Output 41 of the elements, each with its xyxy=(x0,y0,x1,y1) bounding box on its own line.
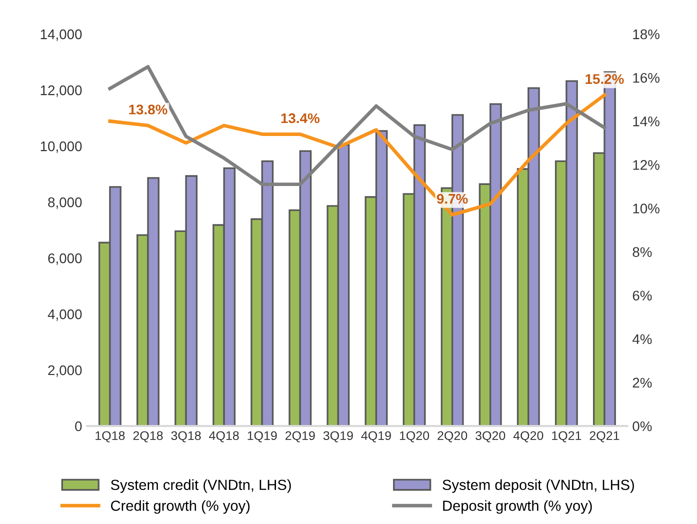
y2-tick-label: 0% xyxy=(632,421,652,432)
x-tick-label: 2Q21 xyxy=(590,431,620,442)
x-tick-label: 3Q18 xyxy=(171,431,201,442)
x-tick-label: 4Q20 xyxy=(513,431,544,442)
y2-tick-label: 6% xyxy=(632,290,652,301)
data-label: 13.8% xyxy=(129,104,168,114)
y2-tick-label: 8% xyxy=(632,247,652,257)
line-series xyxy=(108,93,606,217)
x-tick-label: 4Q19 xyxy=(361,431,391,442)
data-label: 15.2% xyxy=(586,74,624,84)
y-tick-label: 6,000 xyxy=(48,253,82,265)
y-tick-label: 10,000 xyxy=(40,141,82,153)
y2-tick-label: 10% xyxy=(633,204,660,214)
x-tick-label: 2Q18 xyxy=(133,431,163,442)
x-tick-label: 1Q20 xyxy=(400,431,430,442)
y-tick-label: 2,000 xyxy=(48,365,82,377)
x-tick-label: 3Q19 xyxy=(323,431,353,442)
x-tick-label: 2Q20 xyxy=(438,431,468,442)
data-label: 13.4% xyxy=(281,113,320,124)
x-tick-label: 1Q19 xyxy=(248,431,277,442)
legend-label: Credit growth (% yoy) xyxy=(111,500,250,514)
y2-tick-label: 12% xyxy=(633,160,660,170)
y-tick-label: 4,000 xyxy=(48,309,82,321)
x-tick-label: 4Q18 xyxy=(209,431,239,442)
y-tick-label: 8,000 xyxy=(48,197,82,209)
y2-tick-label: 18% xyxy=(633,29,660,40)
y-tick-label: 0 xyxy=(75,421,82,432)
y2-tick-label: 16% xyxy=(633,72,660,83)
x-tick-label: 3Q20 xyxy=(476,431,506,442)
y2-tick-label: 14% xyxy=(633,116,660,126)
y2-tick-label: 2% xyxy=(632,378,652,388)
x-tick-label: 2Q19 xyxy=(285,431,315,442)
legend-label: System deposit (VNDtn, LHS) xyxy=(442,479,634,493)
x-tick-label: 1Q18 xyxy=(96,431,125,442)
legend-label: System credit (VNDtn, LHS) xyxy=(110,479,291,493)
data-label: 9.7% xyxy=(436,194,468,204)
y-tick-label: 14,000 xyxy=(40,29,82,41)
legend-label: Deposit growth (% yoy) xyxy=(443,500,592,514)
y-tick-label: 12,000 xyxy=(40,85,82,97)
x-tick-label: 1Q21 xyxy=(552,431,582,442)
y2-tick-label: 4% xyxy=(632,334,652,344)
